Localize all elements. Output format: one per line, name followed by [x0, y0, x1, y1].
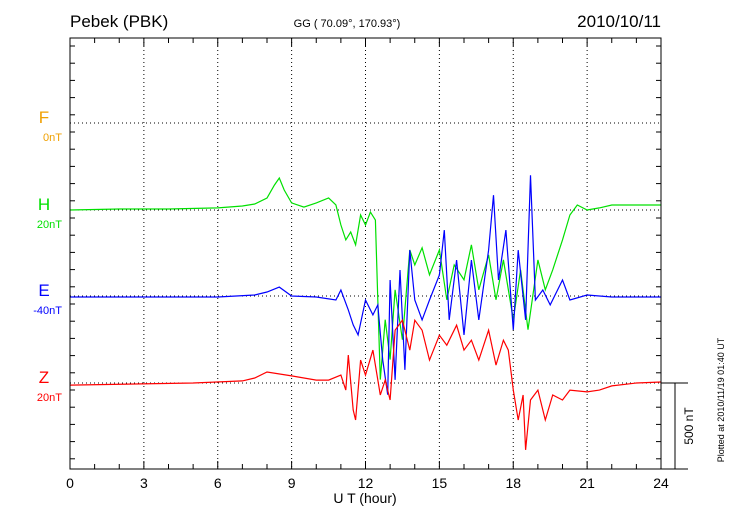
date: 2010/10/11: [577, 12, 661, 31]
scale-bar-label: 500 nT: [682, 407, 696, 445]
series-name-z: Z: [39, 368, 49, 387]
grid: [70, 38, 661, 469]
series-name-f: F: [39, 108, 49, 127]
x-tick-label: 3: [140, 475, 148, 491]
plotted-note: Plotted at 2010/11/19 01:40 UT: [716, 337, 726, 462]
x-tick-label: 12: [358, 475, 374, 491]
x-tick-label: 15: [432, 475, 448, 491]
x-tick-label: 24: [653, 475, 669, 491]
series-offset-z: 20nT: [37, 392, 62, 404]
trace-h: [69, 176, 661, 380]
series-offset-h: 20nT: [37, 219, 62, 231]
series-name-h: H: [38, 195, 50, 214]
traces: [69, 175, 662, 450]
x-tick-labels: 0 3 6 9 12 15 18 21 24: [66, 475, 669, 491]
coordinates: GG ( 70.09°, 170.93°): [294, 18, 401, 30]
trace-e: [70, 175, 661, 395]
x-tick-label: 9: [288, 475, 296, 491]
scale-bar: 500 nT: [661, 382, 696, 470]
series-name-e: E: [38, 281, 49, 300]
series-offset-e: -40nT: [33, 305, 62, 317]
station-title: Pebek (PBK): [70, 12, 168, 31]
axis-ticks: [69, 38, 662, 469]
series-offset-f: 0nT: [43, 132, 62, 144]
x-axis-label: U T (hour): [333, 490, 396, 506]
x-tick-label: 21: [579, 475, 595, 491]
x-tick-label: 0: [66, 475, 74, 491]
series-labels: F 0nT H 20nT E -40nT Z 20nT: [33, 108, 62, 404]
trace-z: [69, 318, 662, 450]
x-tick-label: 6: [214, 475, 222, 491]
x-tick-label: 18: [505, 475, 521, 491]
